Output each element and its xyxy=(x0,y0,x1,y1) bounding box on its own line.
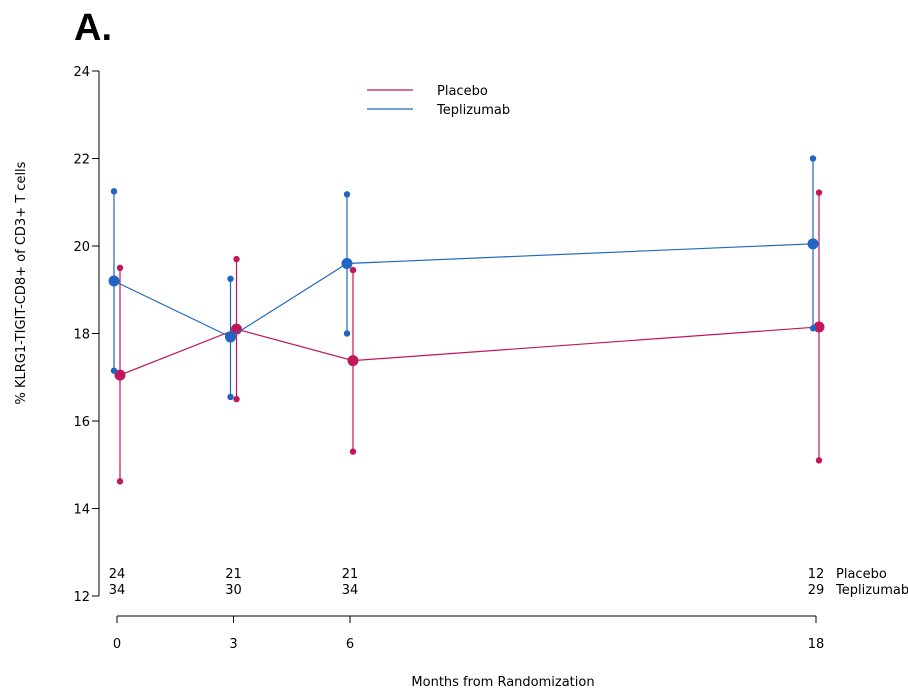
y-tick-label: 20 xyxy=(73,240,90,255)
x-axis-label: Months from Randomization xyxy=(411,675,594,690)
mean-point xyxy=(114,369,126,381)
mean-line-teplizumab xyxy=(113,243,814,338)
y-tick-label: 16 xyxy=(73,415,90,430)
y-tick-label: 14 xyxy=(73,503,90,518)
lower-point xyxy=(343,330,351,337)
x-tick-label: 18 xyxy=(808,637,825,652)
legend-label-teplizumab: Teplizumab xyxy=(436,103,510,118)
n-row-label-teplizumab: Teplizumab xyxy=(835,583,908,598)
legend-label-placebo: Placebo xyxy=(437,84,488,99)
y-tick-label: 18 xyxy=(73,328,90,343)
upper-point xyxy=(815,189,823,196)
upper-point xyxy=(809,155,817,162)
mean-point xyxy=(347,355,359,367)
upper-point xyxy=(227,275,234,283)
n-value-placebo: 21 xyxy=(342,567,359,582)
y-axis-label: % KLRG1-TIGIT-CD8+ of CD3+ T cells xyxy=(14,161,29,404)
y-tick-label: 24 xyxy=(73,65,90,80)
mean-point xyxy=(108,275,120,287)
lower-point xyxy=(227,393,234,401)
mean-point xyxy=(341,258,353,269)
panel-label: A. xyxy=(74,7,112,49)
upper-point xyxy=(343,191,351,198)
n-value-placebo: 21 xyxy=(225,567,242,582)
lower-point xyxy=(809,325,817,332)
lower-point xyxy=(116,478,124,485)
y-tick-label: 12 xyxy=(73,590,90,605)
n-value-teplizumab: 30 xyxy=(225,583,242,598)
lower-point xyxy=(110,367,118,374)
x-tick-label: 6 xyxy=(346,637,354,652)
mean-point xyxy=(225,331,236,343)
upper-point xyxy=(349,266,357,274)
n-value-teplizumab: 29 xyxy=(808,583,825,598)
mean-point xyxy=(813,321,825,333)
legend: Placebo Teplizumab xyxy=(367,84,510,118)
lower-point xyxy=(233,395,240,403)
n-value-teplizumab: 34 xyxy=(342,583,359,598)
y-tick-label: 22 xyxy=(73,153,90,168)
mean-point xyxy=(807,238,819,250)
series-teplizumab xyxy=(108,155,819,401)
n-at-risk-table: 24 21 21 12 Placebo 34 30 34 29 Teplizumab xyxy=(109,567,908,598)
x-tick-label: 3 xyxy=(229,637,237,652)
series-layer xyxy=(108,155,825,485)
upper-point xyxy=(233,255,240,263)
lower-point xyxy=(815,457,823,464)
n-value-placebo: 24 xyxy=(109,567,126,582)
n-row-label-placebo: Placebo xyxy=(836,567,887,582)
upper-point xyxy=(110,188,118,195)
x-tick-label: 0 xyxy=(113,637,121,652)
axes: 12 14 16 18 20 22 24 0 3 6 18 xyxy=(73,65,824,652)
n-value-teplizumab: 34 xyxy=(109,583,126,598)
series-placebo xyxy=(114,189,825,485)
mean-line-placebo xyxy=(119,326,820,376)
n-value-placebo: 12 xyxy=(808,567,825,582)
lower-point xyxy=(349,448,357,455)
upper-point xyxy=(116,264,124,272)
